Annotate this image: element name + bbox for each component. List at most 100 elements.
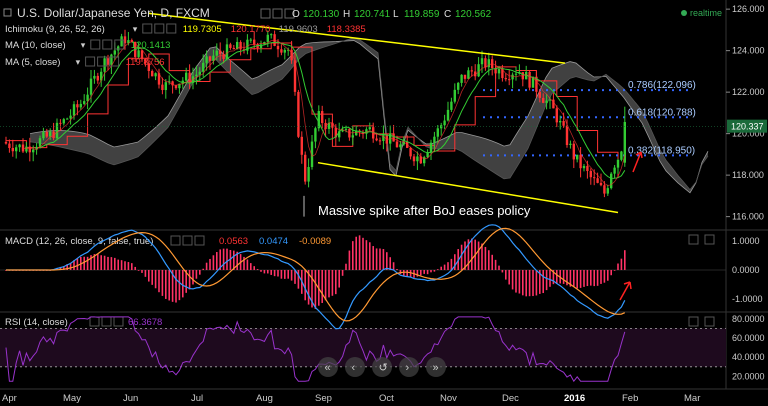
settings-icon[interactable] <box>182 235 193 246</box>
candle-body <box>72 104 76 116</box>
macd-histogram-bar <box>86 256 89 270</box>
macd-histogram-bar <box>607 270 609 281</box>
close-icon[interactable] <box>284 8 295 19</box>
macd-histogram-bar <box>420 270 422 276</box>
macd-histogram-bar <box>409 270 412 277</box>
macd-histogram-bar <box>511 270 514 290</box>
macd-histogram-bar <box>199 270 201 275</box>
settings-icon[interactable] <box>102 39 113 50</box>
candle-body <box>290 49 293 61</box>
indicator-value: 118.3385 <box>327 24 366 35</box>
indicator-label: MA (10, close) <box>5 40 66 51</box>
dropdown-chevron-icon[interactable]: ▾ <box>81 40 86 50</box>
candle-body <box>86 94 89 102</box>
dropdown-chevron-icon[interactable]: ▾ <box>133 24 138 34</box>
price-tick-label: 122.000 <box>732 87 765 97</box>
close-icon[interactable] <box>114 39 125 50</box>
macd-histogram-bar <box>600 270 602 284</box>
maximize-panel-icon[interactable] <box>688 316 699 327</box>
macd-histogram-bar <box>406 270 408 277</box>
eye-icon[interactable] <box>90 39 101 50</box>
close-icon[interactable] <box>109 56 120 67</box>
macd-histogram-bar <box>117 259 119 270</box>
close-panel-icon[interactable] <box>704 234 715 245</box>
candle-body <box>341 129 344 132</box>
eye-icon[interactable] <box>260 8 271 19</box>
price-tick-label: 124.000 <box>732 46 765 56</box>
candle-body <box>548 99 552 101</box>
settings-icon[interactable] <box>272 8 283 19</box>
settings-icon[interactable] <box>97 56 108 67</box>
macd-histogram-bar <box>253 266 255 270</box>
macd-histogram-bar <box>430 270 432 273</box>
candle-body <box>623 122 626 163</box>
close-icon[interactable] <box>194 235 205 246</box>
dropdown-chevron-icon[interactable]: ▾ <box>76 57 81 67</box>
time-tick-label: Aug <box>256 393 273 404</box>
macd-histogram-bar <box>267 270 269 274</box>
candle-body <box>106 58 110 65</box>
candle-body <box>620 151 623 160</box>
ohlc-label: O <box>292 9 300 20</box>
macd-histogram-bar <box>416 270 419 277</box>
collapse-icon[interactable] <box>3 8 12 17</box>
macd-histogram-bar <box>260 270 262 272</box>
candle-body <box>100 71 103 81</box>
close-icon[interactable] <box>166 23 177 34</box>
time-tick-label: Oct <box>379 393 394 404</box>
indicator-label: Ichimoku (9, 26, 52, 26) <box>5 24 105 35</box>
candle-body <box>511 74 514 80</box>
next-button[interactable] <box>399 357 419 377</box>
macd-histogram-bar <box>175 270 177 303</box>
candle-body <box>42 131 45 139</box>
rsi-band <box>0 328 726 367</box>
prev-button-icon: ‹ <box>352 362 356 374</box>
macd-histogram-bar <box>280 270 283 279</box>
next-button-icon: › <box>406 362 410 374</box>
candle-body <box>497 69 501 74</box>
next-fast-button[interactable] <box>426 357 446 377</box>
eye-icon[interactable] <box>85 56 96 67</box>
rsi-tick-label: 80.0000 <box>732 314 765 324</box>
prev-fast-button[interactable] <box>318 357 338 377</box>
candle-body <box>130 40 133 42</box>
candle-body <box>528 71 531 88</box>
macd-histogram-bar <box>437 269 439 271</box>
candle-body <box>423 157 426 164</box>
candle-body <box>368 127 371 130</box>
time-tick-label: 2016 <box>564 393 585 404</box>
eye-icon[interactable] <box>142 23 153 34</box>
macd-histogram-bar <box>297 270 300 289</box>
indicator-value: 120.1770 <box>231 24 271 35</box>
macd-histogram-bar <box>355 236 357 270</box>
eye-icon[interactable] <box>170 235 181 246</box>
candle-body <box>613 167 616 174</box>
macd-histogram-bar <box>379 248 381 270</box>
macd-histogram-bar <box>321 270 323 303</box>
macd-histogram-bar <box>382 249 385 270</box>
candle-body <box>416 156 419 162</box>
candle-body <box>212 55 215 61</box>
candle-body <box>195 74 198 77</box>
candle-body <box>117 46 120 51</box>
macd-histogram-bar <box>236 251 238 270</box>
time-tick-label: Dec <box>502 393 519 404</box>
maximize-panel-icon[interactable] <box>688 234 699 245</box>
reset-button[interactable] <box>372 357 392 377</box>
candle-body <box>327 122 331 129</box>
candle-body <box>559 121 562 123</box>
close-panel-icon[interactable] <box>704 316 715 327</box>
candle-body <box>276 45 280 50</box>
candle-body <box>616 159 620 168</box>
macd-histogram-bar <box>498 265 500 270</box>
settings-icon[interactable] <box>154 23 165 34</box>
candle-body <box>219 50 222 55</box>
macd-histogram-bar <box>341 270 344 276</box>
prev-button[interactable] <box>345 357 365 377</box>
candle-body <box>582 165 586 169</box>
candle-body <box>144 59 147 64</box>
macd-histogram-bar <box>522 270 524 296</box>
candle-body <box>470 70 473 72</box>
macd-histogram-bar <box>392 262 395 270</box>
